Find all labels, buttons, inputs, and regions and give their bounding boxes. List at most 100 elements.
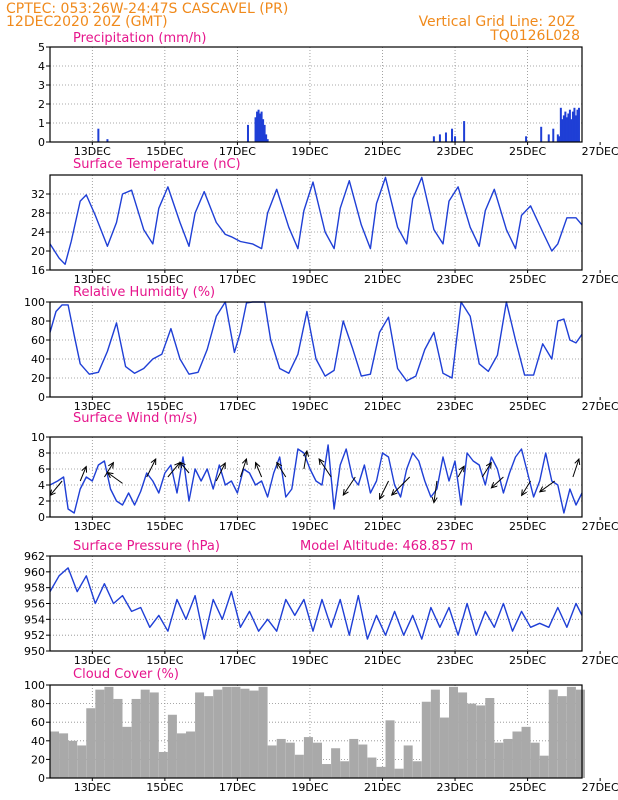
panel-title: Surface Wind (m/s): [73, 411, 197, 426]
cloud-cover-bar: [512, 731, 522, 778]
y-tick-label: 2: [38, 495, 45, 508]
x-tick-label: 15DEC: [146, 273, 183, 286]
wind-arrow-shaft: [239, 458, 247, 478]
x-tick-label: 21DEC: [364, 520, 401, 533]
precip-bar: [574, 115, 577, 142]
precip-bar: [562, 115, 565, 142]
x-tick-label: 23DEC: [436, 654, 473, 667]
y-tick-label: 954: [24, 613, 45, 626]
cloud-cover-bar: [476, 705, 486, 778]
x-tick-label: 23DEC: [436, 781, 473, 794]
x-tick-label: 17DEC: [219, 273, 256, 286]
cloud-cover-bar: [131, 698, 141, 778]
x-tick-label: 27DEC: [582, 273, 618, 286]
wind-arrow-head: [241, 457, 248, 466]
wind-arrow-head: [538, 486, 546, 493]
cloud-cover-bar: [204, 696, 214, 778]
cloud-cover-bar: [267, 745, 277, 778]
y-tick-label: 1: [38, 117, 45, 130]
y-tick-label: 956: [24, 598, 45, 611]
wind-arrow-shaft: [342, 476, 356, 496]
panel-annotation: Model Altitude: 468.857 m: [300, 539, 473, 554]
y-tick-label: 962: [24, 550, 45, 563]
cloud-cover-bar: [140, 689, 150, 778]
panel-title: Relative Humidity (%): [73, 285, 215, 300]
chart-panels: Precipitation (mm/h) 13DEC 15DEC 17DEC 19DEC…: [24, 31, 618, 794]
cloud-cover-bar: [367, 757, 377, 778]
precip-bar: [540, 126, 543, 142]
precip-bar: [570, 119, 573, 142]
cloud-cover-bar: [439, 717, 449, 778]
wind-arrow-shaft: [572, 458, 580, 478]
wind-arrow-shaft: [391, 476, 411, 496]
cloud-cover-bar: [331, 748, 341, 778]
cloud-cover-bar: [485, 698, 495, 778]
y-tick-label: 20: [31, 753, 45, 766]
cloud-cover-bar: [158, 751, 168, 778]
precip-bar: [262, 119, 265, 142]
cloud-cover-bar: [59, 733, 69, 778]
y-tick-label: 6: [38, 463, 45, 476]
x-tick-label: 17DEC: [219, 520, 256, 533]
x-tick-label: 17DEC: [219, 400, 256, 413]
precip-bar: [254, 117, 257, 142]
x-tick-label: 19DEC: [291, 273, 328, 286]
wind-arrow-shaft: [457, 465, 465, 478]
precip-bar: [559, 107, 562, 142]
x-tick-label: 25DEC: [509, 781, 546, 794]
precip-bar: [263, 124, 266, 142]
wind-arrow-head: [108, 461, 115, 469]
cloud-cover-bar: [86, 708, 96, 778]
x-tick-label: 25DEC: [509, 654, 546, 667]
cloud-cover-bar: [358, 744, 368, 778]
wind-arrow-head: [521, 489, 527, 497]
cloud-cover-bar: [349, 738, 359, 778]
x-tick-label: 23DEC: [436, 400, 473, 413]
precip-bar: [564, 111, 567, 142]
cloud-cover-bar: [566, 686, 576, 778]
x-tick-label: 19DEC: [291, 781, 328, 794]
precip-bar: [525, 136, 528, 142]
x-tick-label: 15DEC: [146, 145, 183, 158]
wind-arrow-head: [431, 496, 438, 504]
wind-arrow-shaft: [521, 480, 532, 496]
precip-bar: [256, 111, 259, 142]
panel-frame: [49, 555, 583, 652]
x-tick-label: 17DEC: [219, 145, 256, 158]
wind-arrow-shaft: [481, 462, 492, 478]
cloud-cover-bar: [376, 766, 386, 778]
panel-frame: [49, 436, 583, 518]
cloud-cover-bar: [430, 689, 440, 778]
cloud-cover-bar: [186, 731, 196, 778]
cloud-cover-bar: [258, 686, 268, 778]
x-tick-label: 15DEC: [146, 781, 183, 794]
precip-bar: [547, 134, 550, 142]
y-tick-label: 60: [31, 334, 45, 347]
precip-bar: [432, 136, 435, 142]
precip-bar: [556, 134, 559, 142]
cloud-cover-bar: [521, 726, 531, 778]
wind-arrow-head: [318, 458, 325, 466]
precip-bar: [266, 139, 269, 142]
y-tick-label: 10: [31, 431, 45, 444]
wind-arrow-shaft: [167, 462, 181, 478]
panel-title: Surface Temperature (nC): [73, 157, 241, 172]
precip-bar: [97, 128, 100, 142]
y-tick-label: 40: [31, 735, 45, 748]
panel-title: Cloud Cover (%): [73, 667, 179, 682]
wind-arrow-shaft: [318, 458, 332, 478]
cloud-cover-bar: [449, 686, 459, 778]
precip-bar: [561, 119, 564, 142]
wind-arrow-head: [81, 465, 88, 473]
y-tick-label: 4: [38, 60, 45, 73]
y-tick-label: 8: [38, 447, 45, 460]
y-tick-label: 0: [38, 772, 45, 785]
y-tick-label: 958: [24, 582, 45, 595]
x-tick-label: 21DEC: [364, 400, 401, 413]
x-tick-label: 25DEC: [509, 520, 546, 533]
cloud-cover-bar: [113, 698, 123, 778]
y-tick-label: 100: [24, 679, 45, 692]
wind-arrow-shaft: [491, 476, 504, 489]
y-tick-label: 16: [31, 264, 45, 277]
